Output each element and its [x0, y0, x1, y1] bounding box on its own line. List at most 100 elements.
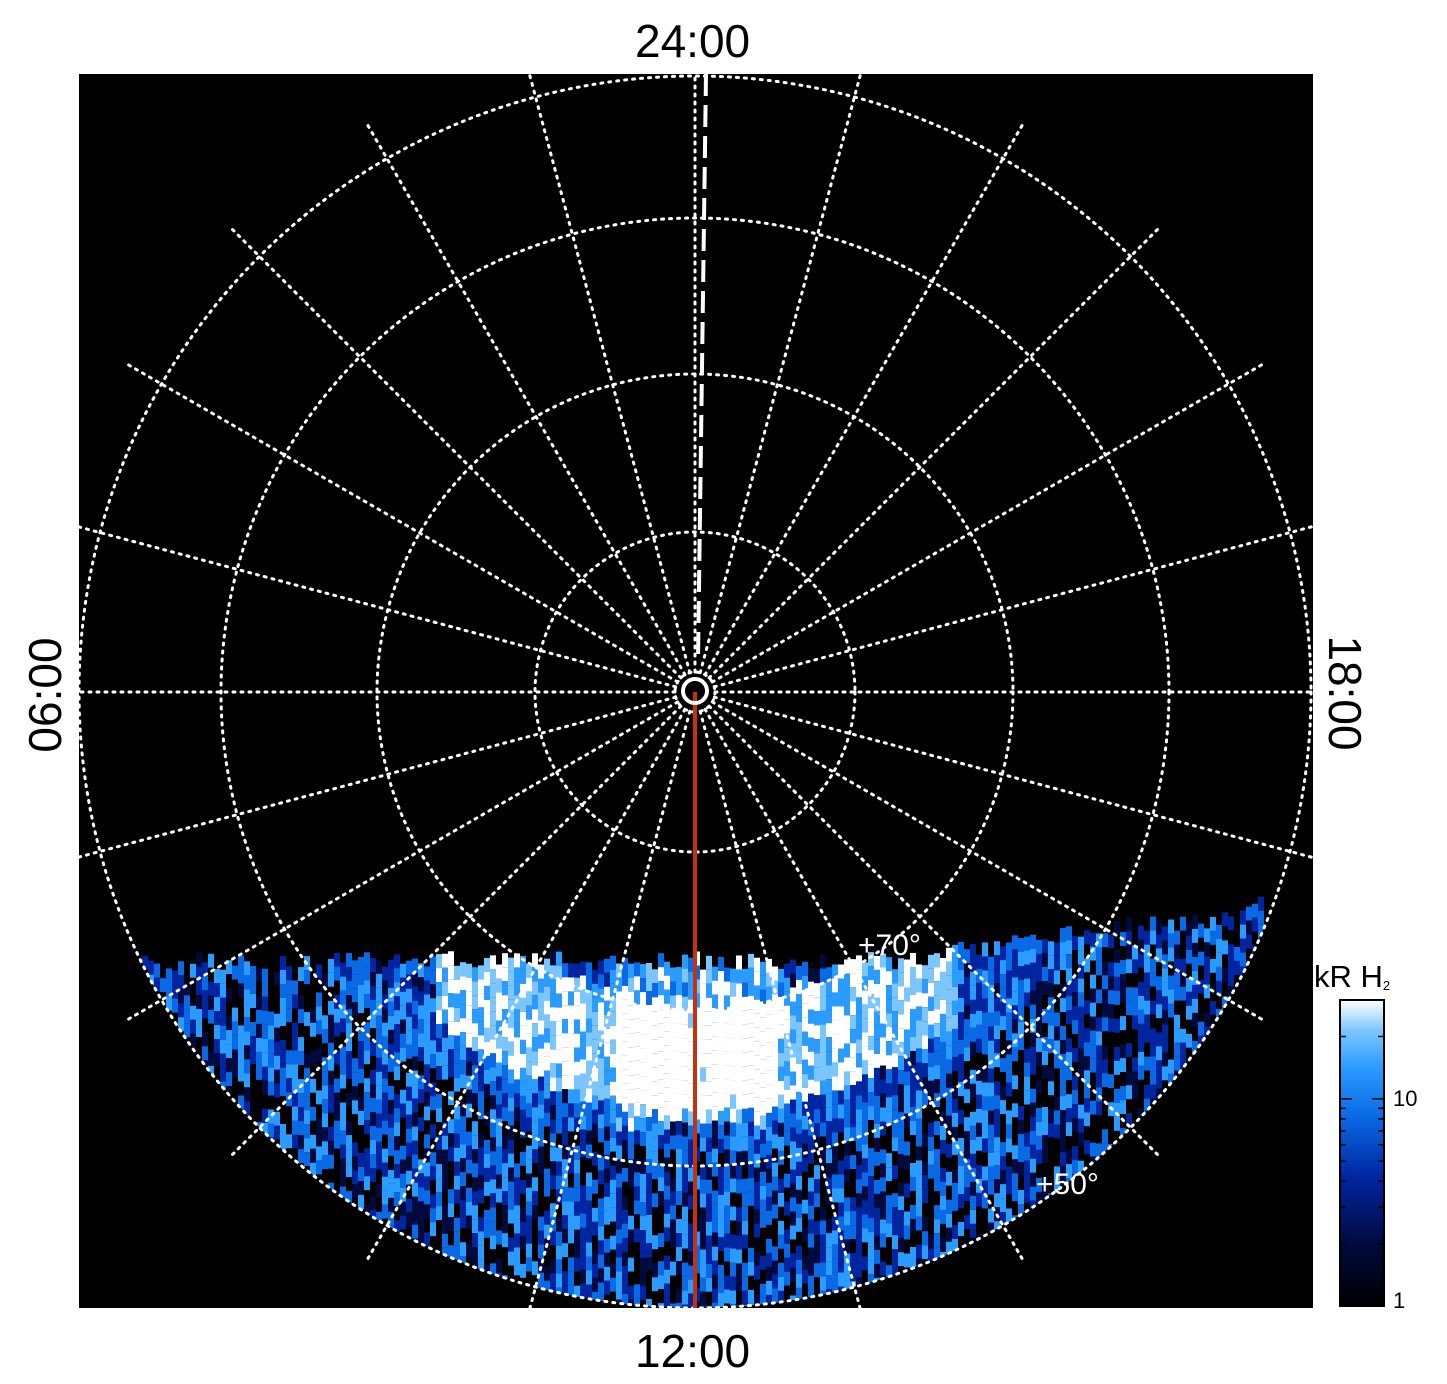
emission-cell [1204, 984, 1210, 999]
emission-cell [298, 995, 304, 1010]
emission-cell [448, 1203, 454, 1218]
emission-cell [382, 1064, 388, 1079]
emission-cell [790, 1169, 796, 1184]
emission-cell [946, 1227, 952, 1242]
emission-cell [310, 1134, 316, 1149]
emission-cell [646, 1299, 652, 1308]
emission-cell [610, 1291, 616, 1306]
emission-cell [766, 986, 772, 1001]
emission-cell [280, 1137, 286, 1152]
emission-cell [580, 1031, 586, 1046]
emission-cell [1108, 1032, 1114, 1047]
emission-cell [1258, 924, 1264, 939]
emission-cell [1192, 914, 1198, 929]
emission-cell [658, 981, 664, 996]
emission-cell [730, 1276, 736, 1291]
emission-cell [1030, 1060, 1036, 1075]
emission-cell [1030, 1046, 1036, 1061]
emission-cell [652, 1067, 658, 1082]
meridian-line-1 [712, 695, 1313, 860]
emission-cell [334, 1064, 340, 1079]
emission-cell [502, 981, 508, 996]
emission-cell [454, 1077, 460, 1092]
emission-cell [814, 1193, 820, 1208]
emission-cell [364, 1008, 370, 1023]
emission-cell [844, 1197, 850, 1212]
emission-cell [910, 966, 916, 981]
emission-cell [268, 1053, 274, 1068]
emission-cell [676, 981, 682, 996]
emission-cell [1072, 1104, 1078, 1119]
emission-cell [910, 1022, 916, 1037]
emission-cell [898, 958, 904, 973]
emission-cell [1030, 1158, 1036, 1173]
emission-cell [394, 1094, 400, 1109]
emission-cell [214, 983, 220, 998]
emission-cell [1192, 928, 1198, 943]
emission-cell [388, 1043, 394, 1058]
emission-cell [820, 1192, 826, 1207]
emission-cell [1102, 1115, 1108, 1130]
emission-cell [448, 1245, 454, 1260]
emission-cell [538, 964, 544, 979]
emission-cell [316, 978, 322, 993]
emission-cell [238, 983, 244, 998]
emission-cell [370, 1112, 376, 1127]
emission-cell [760, 1255, 766, 1270]
emission-cell [622, 957, 628, 972]
emission-cell [406, 1086, 412, 1101]
emission-cell [598, 1184, 604, 1199]
emission-cell [880, 967, 886, 982]
emission-cell [1084, 972, 1090, 987]
emission-cell [682, 1290, 688, 1305]
emission-cell [826, 1163, 832, 1178]
emission-cell [880, 1093, 886, 1108]
emission-cell [814, 1263, 820, 1278]
emission-cell [430, 1096, 436, 1111]
emission-cell [202, 1046, 208, 1061]
emission-cell [502, 1219, 508, 1234]
emission-cell [688, 1055, 694, 1070]
emission-cell [1126, 987, 1132, 1002]
emission-cell [910, 1134, 916, 1149]
local-time-label-left: 06:00 [19, 637, 71, 753]
emission-cell [1102, 1017, 1108, 1032]
emission-cell [952, 1210, 958, 1225]
emission-cell [466, 1145, 472, 1160]
emission-cell [340, 1032, 346, 1047]
emission-cell [346, 1177, 352, 1192]
emission-cell [760, 1087, 766, 1102]
emission-cell [946, 1073, 952, 1088]
emission-cell [1030, 1004, 1036, 1019]
emission-cell [250, 980, 256, 995]
emission-cell [1102, 1129, 1108, 1144]
emission-cell [1030, 990, 1036, 1005]
emission-cell [796, 1189, 802, 1204]
emission-cell [1186, 1047, 1192, 1062]
emission-cell [904, 1253, 910, 1268]
emission-cell [442, 1191, 448, 1206]
emission-cell [904, 1085, 910, 1100]
emission-cell [364, 1106, 370, 1121]
emission-cell [412, 1042, 418, 1057]
emission-cell [706, 1235, 712, 1250]
emission-cell [742, 968, 748, 983]
emission-cell [898, 1126, 904, 1141]
emission-cell [484, 1069, 490, 1084]
emission-cell [658, 1177, 664, 1192]
emission-cell [508, 1139, 514, 1154]
emission-cell [676, 1233, 682, 1248]
emission-cell [820, 954, 826, 969]
emission-cell [484, 1195, 490, 1210]
emission-cell [532, 1205, 538, 1220]
emission-cell [1222, 982, 1228, 997]
emission-cell [268, 969, 274, 984]
emission-cell [556, 1105, 562, 1120]
emission-cell [832, 1216, 838, 1231]
emission-cell [1162, 1010, 1168, 1025]
emission-cell [1072, 936, 1078, 951]
emission-cell [250, 966, 256, 981]
emission-cell [880, 1247, 886, 1262]
emission-cell [1000, 988, 1006, 1003]
emission-cell [226, 1044, 232, 1059]
